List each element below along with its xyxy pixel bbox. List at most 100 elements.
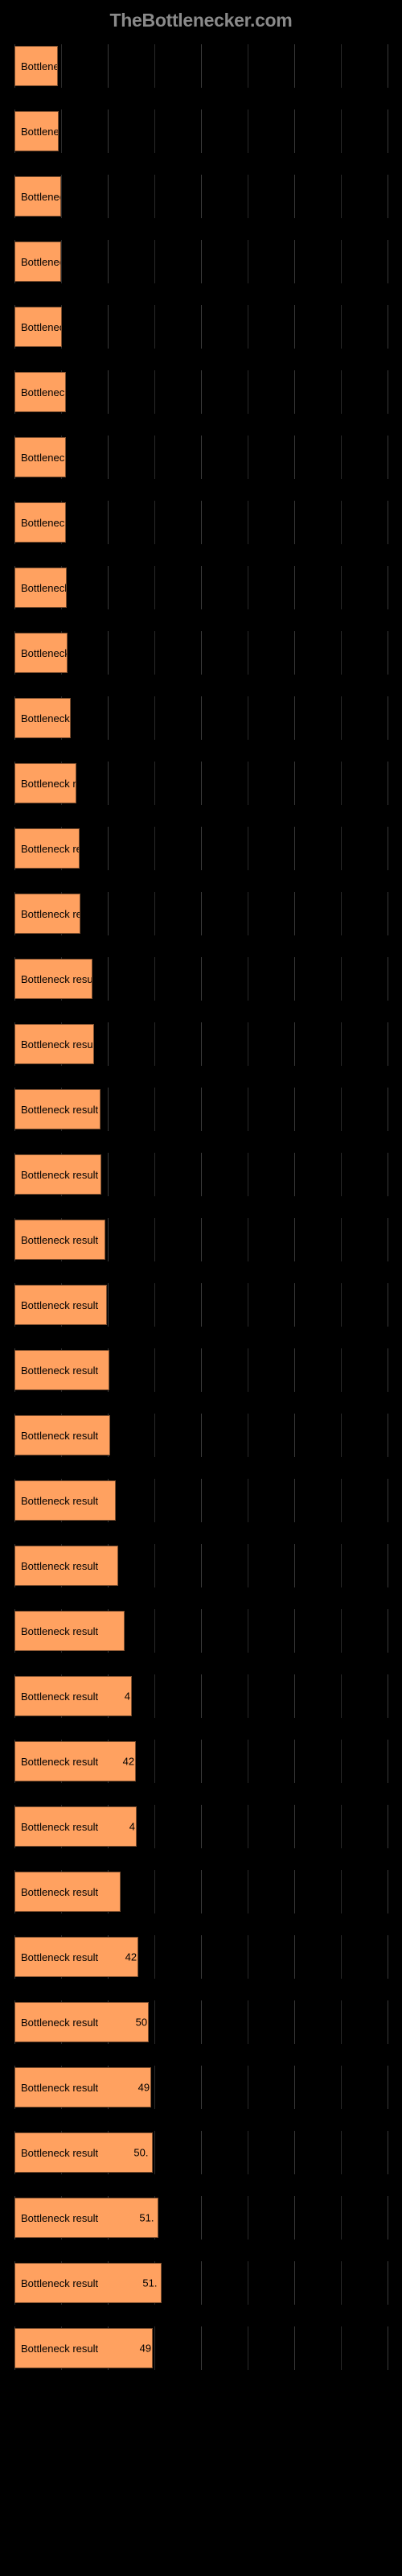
chart-bar: Bottleneck result <box>14 1024 94 1064</box>
chart-bar: Bottlenec <box>14 111 59 151</box>
bar-label: Bottleneck result <box>21 2277 98 2289</box>
bar-label: Bottleneck result <box>21 2343 98 2355</box>
chart-row: Bottleneck result <box>14 1089 388 1129</box>
chart-bar: Bottleneck <box>14 372 66 412</box>
chart-row: Bottleneck result <box>14 1872 388 1912</box>
chart-row: Bottleneck result <box>14 1546 388 1586</box>
bar-label: Bottleneck result <box>21 1690 98 1703</box>
chart-row: Bottleneck result50 <box>14 2002 388 2042</box>
chart-row: Bottleneck <box>14 633 388 673</box>
chart-bar: Bottleneck result <box>14 1872 121 1912</box>
chart-bar: Bottleneck result <box>14 1937 138 1977</box>
bar-label: Bottleneck <box>21 582 67 594</box>
chart-bar: Bottleneck result <box>14 2002 149 2042</box>
chart-row: Bottleneck result <box>14 1285 388 1325</box>
bottleneck-bar-chart: Bottlenec Bottlenec Bottlenec Bottlenec Bott… <box>14 46 388 2368</box>
chart-bar: Bottleneck result <box>14 1741 136 1781</box>
chart-row: Bottleneck re <box>14 763 388 803</box>
chart-row: Bottlenec <box>14 307 388 347</box>
bar-value: 50 <box>136 2017 147 2029</box>
bar-label: Bottleneck result <box>21 1364 98 1377</box>
bar-label: Bottlenec <box>21 191 61 203</box>
chart-bar: Bottleneck result <box>14 2198 158 2238</box>
chart-bar: Bottleneck result <box>14 1806 137 1847</box>
chart-bar: Bottleneck result <box>14 1285 107 1325</box>
chart-row: Bottleneck re <box>14 894 388 934</box>
chart-bar: Bottleneck r <box>14 698 71 738</box>
chart-bar: Bottleneck <box>14 568 67 608</box>
page-title: TheBottlenecker.com <box>110 10 293 31</box>
chart-bar: Bottleneck result <box>14 959 92 999</box>
chart-row: Bottlenec <box>14 46 388 86</box>
chart-row: Bottleneck re <box>14 828 388 869</box>
chart-row: Bottlenec <box>14 242 388 282</box>
chart-bar: Bottleneck result <box>14 1546 118 1586</box>
chart-row: Bottleneck result 49 <box>14 2067 388 2107</box>
chart-bar: Bottleneck <box>14 437 66 477</box>
bar-label: Bottleneck result <box>21 2082 98 2094</box>
chart-row: Bottlenec <box>14 111 388 151</box>
chart-row: Bottleneck result <box>14 1415 388 1455</box>
bar-label: Bottleneck result <box>21 1430 98 1442</box>
chart-bar: Bottleneck re <box>14 828 80 869</box>
bar-label: Bottleneck <box>21 386 66 398</box>
bar-value: 49 <box>140 2343 151 2355</box>
bar-label: Bottlenec <box>21 256 61 268</box>
chart-bar: Bottlenec <box>14 46 58 86</box>
bar-label: Bottlenec <box>21 60 58 72</box>
bar-label: Bottleneck re <box>21 908 80 920</box>
chart-bar: Bottleneck re <box>14 894 80 934</box>
bar-label: Bottleneck result <box>21 1821 98 1833</box>
bar-label: Bottleneck result <box>21 2212 98 2224</box>
chart-row: Bottleneck <box>14 372 388 412</box>
chart-row: Bottleneck result 49 <box>14 2328 388 2368</box>
chart-bar: Bottlenec <box>14 307 62 347</box>
chart-bar: Bottleneck result <box>14 1480 116 1521</box>
chart-bar: Bottleneck result <box>14 2067 151 2107</box>
bar-label: Bottleneck re <box>21 843 80 855</box>
chart-row: Bottleneck result42 <box>14 1741 388 1781</box>
chart-row: Bottleneck <box>14 437 388 477</box>
chart-bar: Bottleneck result <box>14 1089 100 1129</box>
chart-row: Bottleneck result <box>14 1154 388 1195</box>
chart-bar: Bottleneck result <box>14 1350 109 1390</box>
bar-label: Bottleneck result <box>21 1169 98 1181</box>
chart-bar: Bottleneck result <box>14 2263 162 2303</box>
chart-bar: Bottleneck result <box>14 1154 101 1195</box>
chart-bar: Bottlenec <box>14 242 61 282</box>
bar-label: Bottleneck re <box>21 778 76 790</box>
chart-bar: Bottleneck result <box>14 1676 132 1716</box>
bar-label: Bottleneck <box>21 647 68 659</box>
bar-label: Bottleneck result <box>21 2147 98 2159</box>
bar-label: Bottlenec <box>21 321 62 333</box>
chart-row: Bottleneck result <box>14 1350 388 1390</box>
bar-label: Bottleneck result <box>21 973 92 985</box>
chart-row: Bottleneck result <box>14 1024 388 1064</box>
chart-bar: Bottleneck result <box>14 2132 153 2173</box>
bar-label: Bottleneck <box>21 452 66 464</box>
chart-bar: Bottleneck <box>14 502 66 543</box>
bar-label: Bottleneck result <box>21 1495 98 1507</box>
chart-row: Bottleneck result <box>14 1220 388 1260</box>
bar-label: Bottlenec <box>21 126 59 138</box>
chart-row: Bottleneck result <box>14 959 388 999</box>
chart-bar: Bottleneck result <box>14 1415 110 1455</box>
chart-row: Bottleneck result <box>14 1480 388 1521</box>
chart-bar: Bottleneck result <box>14 2328 153 2368</box>
bar-label: Bottleneck result <box>21 1299 98 1311</box>
bar-value: 49 <box>138 2082 150 2094</box>
bar-label: Bottleneck <box>21 517 66 529</box>
bar-value: 51. <box>139 2212 154 2224</box>
bar-value: 4 <box>129 1821 135 1833</box>
bar-label: Bottleneck result <box>21 1951 98 1963</box>
bar-value: 4 <box>125 1690 130 1703</box>
bar-label: Bottleneck result <box>21 1625 98 1637</box>
bar-label: Bottleneck result <box>21 1038 94 1051</box>
chart-row: Bottleneck result 51. <box>14 2198 388 2238</box>
bar-value: 42 <box>125 1951 137 1963</box>
bar-label: Bottleneck r <box>21 712 71 724</box>
chart-row: Bottleneck result 51. <box>14 2263 388 2303</box>
chart-row: Bottleneck result50. <box>14 2132 388 2173</box>
bar-label: Bottleneck result <box>21 1234 98 1246</box>
bar-value: 51. <box>142 2277 157 2289</box>
